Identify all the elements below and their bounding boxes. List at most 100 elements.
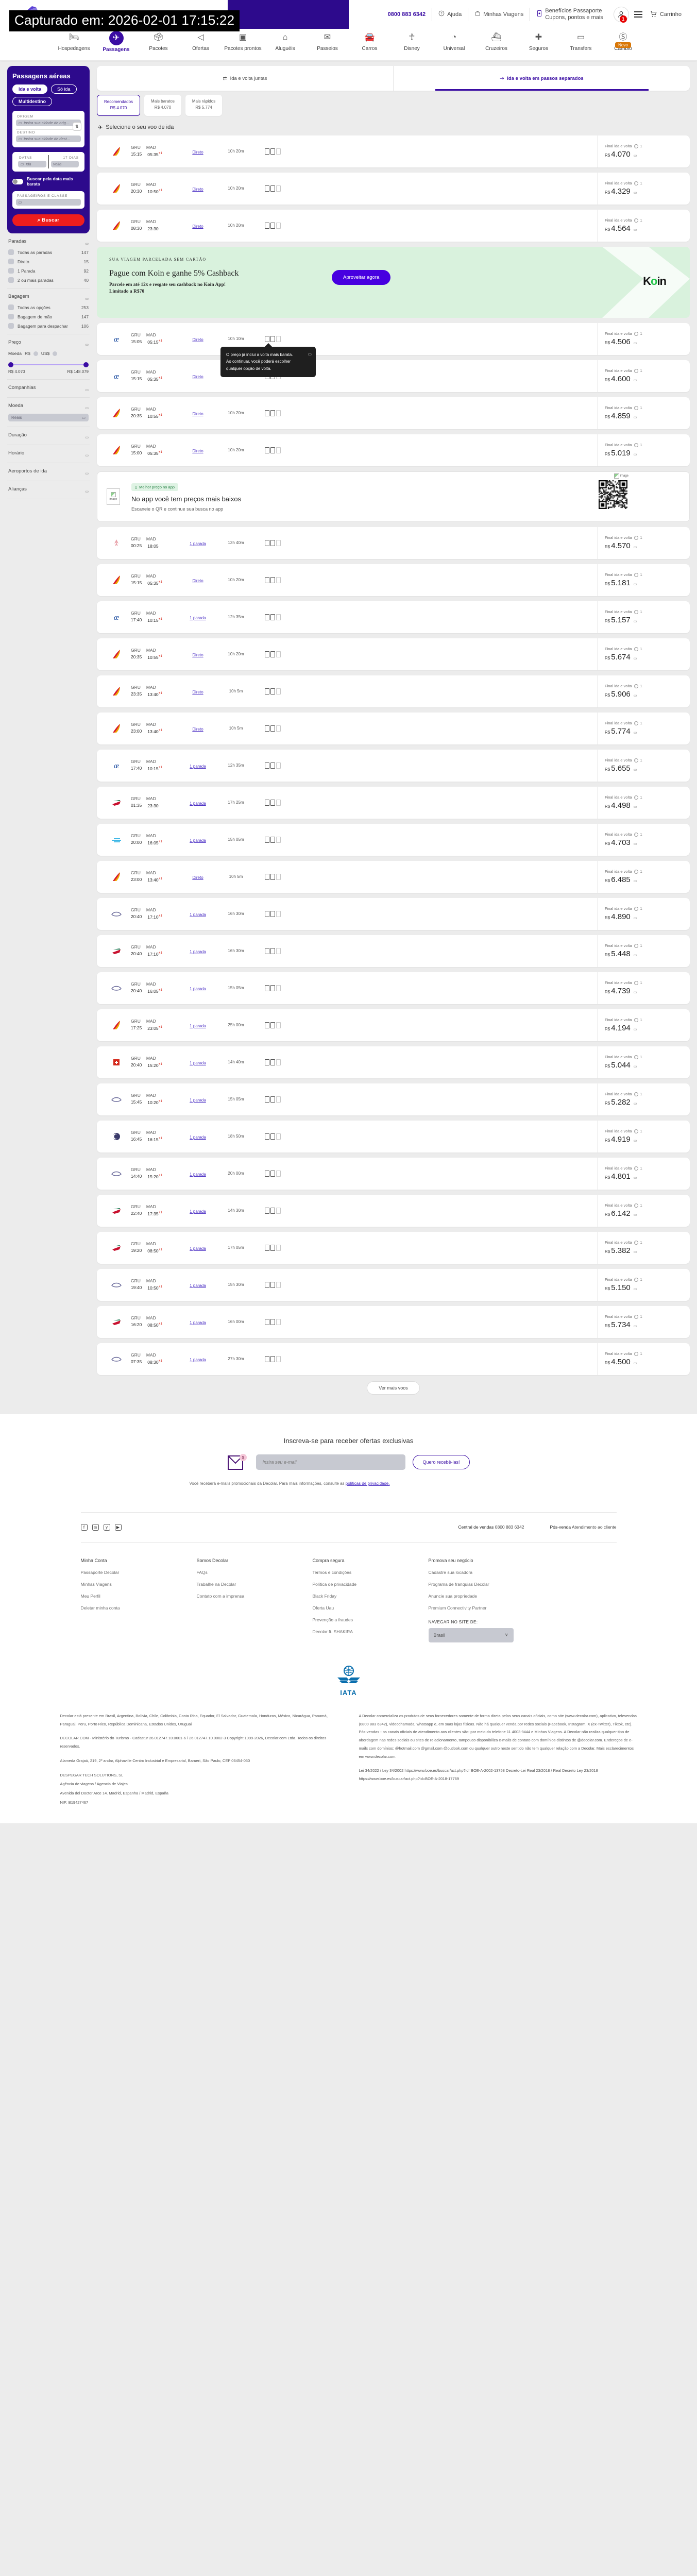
- stops-link[interactable]: Direto: [192, 411, 203, 416]
- chevron-down-icon[interactable]: ▭: [85, 436, 89, 439]
- info-icon[interactable]: i: [634, 832, 638, 837]
- trip-type-oneway[interactable]: Só ida: [51, 84, 77, 94]
- prodnav-item-hospedagens[interactable]: 🛏 Hospedagens: [53, 31, 95, 52]
- chevron-down-icon[interactable]: ▭: [85, 388, 89, 392]
- flight-result-row[interactable]: GRU MAD 20:30 10:50+1 Direto 10h 20m Final ida…: [97, 172, 690, 205]
- stops-link[interactable]: 1 parada: [190, 838, 206, 843]
- stops-link[interactable]: Direto: [192, 726, 203, 732]
- stops-link[interactable]: 1 parada: [190, 1320, 206, 1325]
- stops-link[interactable]: Direto: [192, 187, 203, 192]
- sort-option-mais-baratos[interactable]: Mais baratos R$ 4.070: [144, 95, 181, 116]
- info-icon[interactable]: i: [634, 795, 638, 800]
- stops-link[interactable]: 1 parada: [190, 912, 206, 917]
- prodnav-item-c-mbio[interactable]: Ⓢ Novo Câmbio: [602, 31, 644, 52]
- footer-link[interactable]: Black Friday: [312, 1593, 337, 1599]
- info-icon[interactable]: i: [634, 144, 638, 148]
- prodnav-item-passeios[interactable]: ✉ Passeios: [307, 31, 349, 52]
- prodnav-item-transfers[interactable]: ▭ Transfers: [560, 31, 602, 52]
- info-icon[interactable]: i: [634, 647, 638, 651]
- chevron-right-icon[interactable]: ▭: [633, 228, 637, 232]
- stops-link[interactable]: 1 parada: [190, 1209, 206, 1214]
- newsletter-email-input[interactable]: [256, 1454, 406, 1470]
- flight-result-row[interactable]: œ GRU MAD 15:05 05:15+1 Direto 10h 10m Final id…: [97, 323, 690, 377]
- stops-link[interactable]: 1 parada: [190, 541, 206, 546]
- chevron-right-icon[interactable]: ▭: [633, 453, 637, 457]
- chevron-right-icon[interactable]: ▭: [633, 1139, 637, 1143]
- checkbox[interactable]: [8, 259, 14, 264]
- price-slider[interactable]: [8, 362, 89, 367]
- chevron-down-icon[interactable]: ▭: [85, 242, 89, 246]
- info-icon[interactable]: i: [634, 980, 638, 985]
- origin-field[interactable]: ORIGEM ▭ Insira sua cidade de orig...: [16, 114, 81, 128]
- passengers-input[interactable]: ▭: [16, 199, 81, 206]
- prodnav-item-ofertas[interactable]: ◁ Ofertas: [180, 31, 222, 52]
- phone-item[interactable]: 0800 883 6342: [382, 11, 432, 18]
- chevron-right-icon[interactable]: ▭: [633, 546, 637, 550]
- stops-link[interactable]: Direto: [192, 224, 203, 229]
- flight-result-row[interactable]: œ GRU MAD 17:40 10:15+1 1 parada 12h 35m Final …: [97, 601, 690, 633]
- checkbox[interactable]: [8, 304, 14, 310]
- koin-cta-button[interactable]: Aproveitar agora: [332, 269, 391, 285]
- chevron-right-icon[interactable]: ▭: [633, 1176, 637, 1180]
- help-link[interactable]: ? Ajuda: [432, 10, 468, 19]
- stops-link[interactable]: Direto: [192, 578, 203, 583]
- flight-result-row[interactable]: GRU MAD 00:25 18:05 1 parada 13h 40m Final ida…: [97, 527, 690, 559]
- sort-option-recomendados[interactable]: Recomendados R$ 4.070: [97, 95, 141, 116]
- destination-field[interactable]: DESTINO ▭ Insira sua cidade de dest...: [16, 130, 81, 144]
- footer-link[interactable]: FAQs: [196, 1569, 208, 1575]
- flight-result-row[interactable]: GRU MAD 19:20 08:50+1 1 parada 17h 05m Final i…: [97, 1231, 690, 1264]
- close-icon[interactable]: ▭: [308, 351, 312, 357]
- trip-type-multidest[interactable]: Multidestino: [12, 97, 52, 106]
- benefits-link[interactable]: Benefícios Passaporte Cupons, pontos e m…: [530, 8, 609, 21]
- filter-option[interactable]: Todas as paradas 147: [8, 249, 89, 255]
- chevron-right-icon[interactable]: ▭: [633, 842, 637, 846]
- flight-result-row[interactable]: GRU MAD 23:00 13:40+1 Direto 10h 5m Final ida …: [97, 712, 690, 744]
- footer-link[interactable]: Termos e condições: [312, 1569, 352, 1575]
- filter-option[interactable]: Bagagem de mão 147: [8, 314, 89, 319]
- chevron-right-icon[interactable]: ▭: [633, 1287, 637, 1292]
- slider-knob-min[interactable]: [8, 362, 13, 367]
- tab-roundtrip-together[interactable]: ⇄ Ida e volta juntas: [97, 66, 393, 91]
- stops-link[interactable]: 1 parada: [190, 949, 206, 954]
- info-icon[interactable]: i: [634, 943, 638, 948]
- privacy-policy-link[interactable]: políticas de privacidade.: [345, 1481, 390, 1486]
- info-icon[interactable]: i: [634, 1166, 638, 1171]
- chevron-down-icon[interactable]: ▭: [85, 472, 89, 476]
- footer-link[interactable]: Programa de franquias Decolar: [428, 1581, 489, 1587]
- info-icon[interactable]: i: [634, 1092, 638, 1096]
- prodnav-item-disney[interactable]: ☥ Disney: [391, 31, 433, 52]
- info-icon[interactable]: i: [634, 368, 638, 373]
- info-icon[interactable]: i: [634, 1203, 638, 1208]
- info-icon[interactable]: i: [634, 405, 638, 410]
- stops-link[interactable]: Direto: [192, 374, 203, 379]
- slider-knob-max[interactable]: [83, 362, 89, 367]
- flight-result-row[interactable]: GRU MAD 15:00 05:35+1 Direto 10h 20m Final ida…: [97, 434, 690, 466]
- flight-result-row[interactable]: GRU MAD 15:45 10:20+1 1 parada 15h 05m Final i…: [97, 1083, 690, 1115]
- footer-link[interactable]: Contato com a imprensa: [196, 1593, 245, 1599]
- stops-link[interactable]: 1 parada: [190, 615, 206, 620]
- checkbox[interactable]: [8, 268, 14, 274]
- footer-link[interactable]: Deletar minha conta: [80, 1605, 120, 1611]
- chevron-right-icon[interactable]: ▭: [633, 991, 637, 995]
- stops-link[interactable]: 1 parada: [190, 764, 206, 769]
- flight-result-row[interactable]: GRU MAD 20:40 15:20+1 1 parada 14h 40m Final i…: [97, 1046, 690, 1078]
- info-icon[interactable]: i: [634, 1018, 638, 1022]
- chevron-down-icon[interactable]: ▭: [85, 343, 89, 347]
- chevron-right-icon[interactable]: ▭: [633, 416, 637, 420]
- currency-option-usd-radio[interactable]: [53, 351, 58, 356]
- checkbox[interactable]: [8, 249, 14, 255]
- newsletter-subscribe-button[interactable]: Quero recebê-las!: [413, 1454, 470, 1469]
- youtube-icon[interactable]: ▶: [114, 1523, 122, 1531]
- sales-contact[interactable]: Central de vendas 0800 883 6342: [458, 1524, 524, 1530]
- search-submit-button[interactable]: ⌕ Buscar: [12, 214, 84, 226]
- footer-link[interactable]: Passaporte Decolar: [80, 1569, 120, 1575]
- stops-link[interactable]: 1 parada: [190, 986, 206, 991]
- info-icon[interactable]: i: [634, 1055, 638, 1059]
- date-out-input[interactable]: ▭ Ida: [18, 161, 46, 167]
- stops-link[interactable]: Direto: [192, 875, 203, 880]
- info-icon[interactable]: i: [634, 572, 638, 577]
- footer-link[interactable]: Premium Connectivity Partner: [428, 1605, 487, 1611]
- chevron-right-icon[interactable]: ▭: [633, 917, 637, 921]
- chevron-down-icon[interactable]: ▭: [85, 297, 89, 301]
- currency-select[interactable]: Reais ▭: [8, 414, 89, 421]
